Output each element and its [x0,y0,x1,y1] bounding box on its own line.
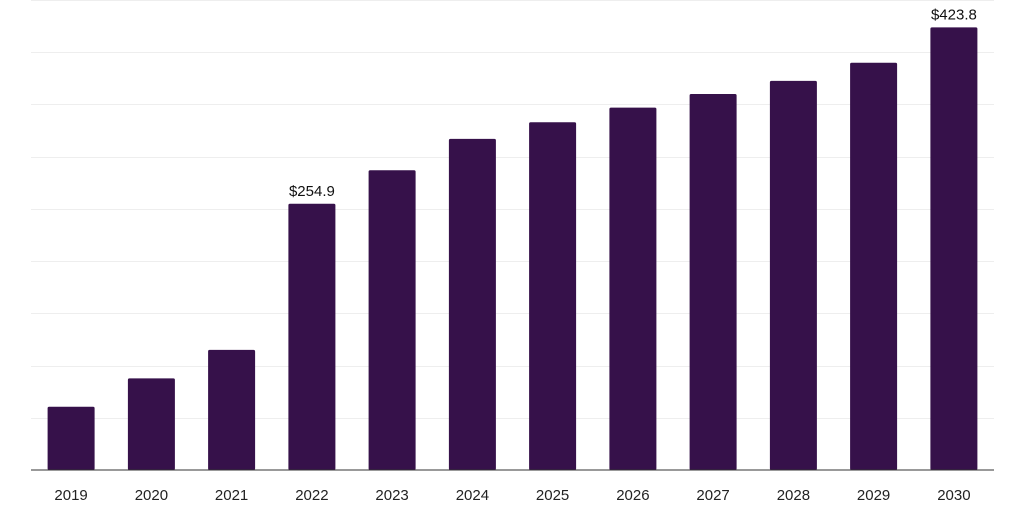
bar-2020[interactable] [127,378,175,470]
x-tick-label: 2030 [937,487,970,504]
bar-2024[interactable] [448,138,496,470]
bar-2023[interactable] [368,170,416,470]
x-tick-label: 2026 [616,487,649,504]
data-label-2030: $423.8 [931,6,977,23]
bar-2022[interactable] [288,203,336,471]
data-label-2022: $254.9 [289,183,335,200]
x-tick-label: 2020 [135,487,168,504]
x-tick-label: 2021 [215,487,248,504]
bar-2025[interactable] [529,122,577,470]
x-tick-label: 2028 [777,487,810,504]
bar-2026[interactable] [609,107,657,470]
bar-2021[interactable] [208,349,256,470]
bar-2029[interactable] [850,62,898,470]
x-tick-label: 2029 [857,487,890,504]
bar-2030[interactable] [930,27,978,471]
bar-series [47,27,978,471]
gridlines [31,0,994,419]
x-tick-label: 2024 [456,487,489,504]
x-tick-label: 2022 [295,487,328,504]
bar-2028[interactable] [769,80,817,471]
data-labels: $254.9 $423.8 [289,6,977,199]
x-tick-label: 2025 [536,487,569,504]
x-tick-label: 2027 [696,487,729,504]
bar-2027[interactable] [689,94,737,470]
bar-2019[interactable] [47,406,95,470]
x-axis-tick-labels: 2019 2020 2021 2022 2023 2024 2025 2026 2027 2028… [54,487,970,504]
x-tick-label: 2023 [375,487,408,504]
x-tick-label: 2019 [54,487,87,504]
